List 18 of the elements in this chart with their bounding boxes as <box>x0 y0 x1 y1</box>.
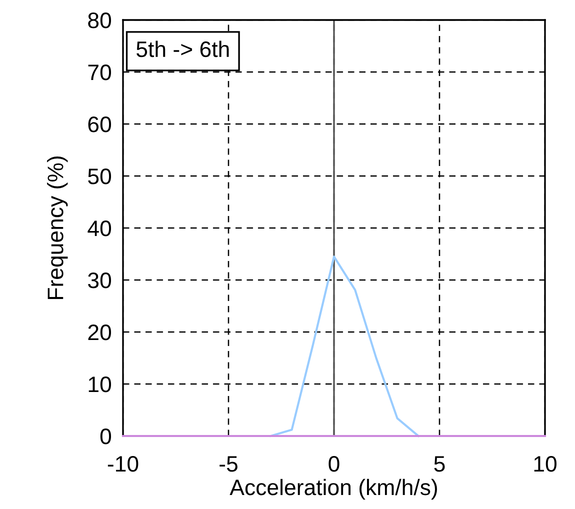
y-tick-label: 10 <box>88 376 112 392</box>
x-tick-label: -10 <box>108 456 138 472</box>
annotation: 5th -> 6th <box>136 40 229 58</box>
y-tick-label: 60 <box>88 116 112 132</box>
y-tick-label: 40 <box>88 220 112 236</box>
y-tick-label: 20 <box>88 324 112 340</box>
x-tick-label: 5 <box>434 456 445 472</box>
y-tick-label: 0 <box>100 428 112 444</box>
line-series <box>270 256 420 438</box>
y-tick-label: 50 <box>88 168 112 184</box>
y-axis-title: Frequency (%) <box>47 156 68 300</box>
x-tick-label: 10 <box>534 456 556 472</box>
y-tick-label: 80 <box>88 12 112 28</box>
x-axis-title: Acceleration (km/h/s) <box>230 478 437 500</box>
y-tick-label: 70 <box>88 64 112 80</box>
x-tick-label: 0 <box>328 456 340 472</box>
x-tick-label: -5 <box>220 456 238 472</box>
y-tick-label: 30 <box>88 272 112 288</box>
